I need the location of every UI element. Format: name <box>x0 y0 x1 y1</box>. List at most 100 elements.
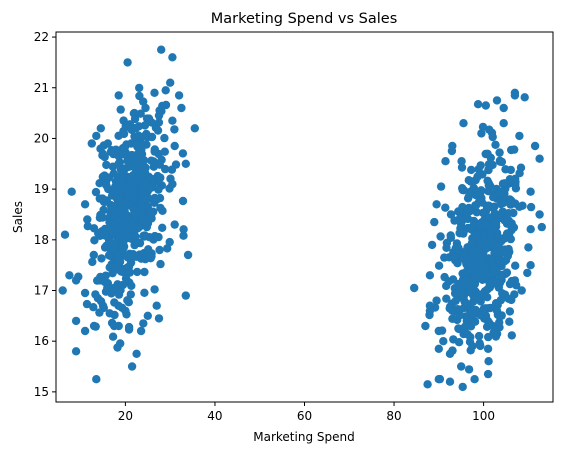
data-point <box>126 177 135 186</box>
data-point <box>101 271 110 280</box>
data-point <box>499 119 508 128</box>
data-point <box>181 159 190 168</box>
chart-title: Marketing Spend vs Sales <box>211 11 398 27</box>
data-point <box>470 375 479 384</box>
data-point <box>483 344 493 353</box>
data-point <box>120 219 129 228</box>
data-point <box>427 240 437 250</box>
data-point <box>89 321 99 331</box>
data-point <box>139 156 149 165</box>
data-point <box>526 187 535 196</box>
x-tick-label: 20 <box>118 409 133 423</box>
data-point <box>442 294 451 303</box>
data-point <box>451 296 460 306</box>
data-point <box>144 245 153 254</box>
data-point <box>147 118 156 127</box>
data-point <box>479 304 488 314</box>
data-point <box>502 229 512 238</box>
data-point <box>491 248 501 258</box>
data-point <box>497 311 506 320</box>
data-point <box>530 141 540 151</box>
data-point <box>152 195 161 204</box>
data-point <box>136 326 146 336</box>
data-point <box>161 86 170 95</box>
data-point <box>158 101 167 111</box>
data-point <box>478 236 487 245</box>
data-point <box>138 215 147 225</box>
data-point <box>154 118 164 127</box>
data-point <box>133 267 142 277</box>
data-point <box>154 232 163 242</box>
data-point <box>128 188 138 197</box>
data-point <box>105 309 114 318</box>
data-point <box>179 225 188 234</box>
data-point <box>114 301 123 310</box>
data-point <box>448 141 457 151</box>
data-point <box>89 250 99 260</box>
data-point <box>113 194 122 204</box>
data-point <box>80 326 90 336</box>
data-point <box>110 283 119 293</box>
data-point <box>93 276 102 285</box>
data-point <box>507 331 516 340</box>
data-point <box>132 237 141 246</box>
data-point <box>484 201 493 210</box>
data-point <box>471 201 481 210</box>
data-point <box>97 254 106 263</box>
data-point <box>155 245 164 255</box>
data-point <box>526 225 535 234</box>
data-point <box>80 200 90 209</box>
data-point <box>114 290 124 299</box>
y-axis-ticks: 15 16 17 18 19 20 21 22 <box>34 30 56 399</box>
data-point <box>476 311 485 320</box>
data-point <box>152 301 161 310</box>
data-point <box>114 215 123 224</box>
data-point <box>153 126 163 135</box>
data-point <box>125 251 134 260</box>
data-point <box>444 277 453 286</box>
data-point <box>58 286 67 295</box>
data-point <box>90 236 99 245</box>
data-point <box>505 317 514 326</box>
data-point <box>526 202 536 212</box>
data-point <box>434 344 443 353</box>
data-point <box>157 45 166 54</box>
data-point <box>466 285 475 294</box>
data-point <box>140 162 149 172</box>
data-point <box>130 108 139 118</box>
data-point <box>156 259 165 269</box>
x-axis-ticks: 20 40 60 80 100 <box>118 402 495 423</box>
data-point <box>147 210 156 219</box>
data-point <box>517 286 526 295</box>
data-point <box>481 101 490 110</box>
data-point <box>500 216 509 225</box>
data-point <box>499 198 508 208</box>
x-tick-label: 100 <box>472 409 495 423</box>
data-point <box>459 248 469 257</box>
data-point <box>110 321 119 331</box>
data-point <box>131 123 141 133</box>
data-point <box>455 310 465 320</box>
data-point <box>71 316 81 326</box>
data-point <box>135 222 144 232</box>
data-point <box>163 244 172 253</box>
data-point <box>505 307 515 316</box>
data-point <box>181 291 190 300</box>
data-point <box>483 242 492 251</box>
y-tick-label: 22 <box>34 30 49 44</box>
data-point <box>430 217 439 227</box>
data-point <box>500 257 509 266</box>
data-point <box>127 362 137 371</box>
data-point <box>511 261 520 270</box>
data-point <box>468 342 477 351</box>
data-point <box>88 257 97 267</box>
data-point <box>523 268 532 278</box>
data-point <box>143 311 152 320</box>
data-point <box>477 129 486 138</box>
data-point <box>150 147 159 156</box>
data-point <box>457 289 466 298</box>
y-tick-label: 17 <box>34 283 49 297</box>
data-point <box>142 194 151 204</box>
data-point <box>166 78 175 87</box>
data-point <box>168 53 177 62</box>
